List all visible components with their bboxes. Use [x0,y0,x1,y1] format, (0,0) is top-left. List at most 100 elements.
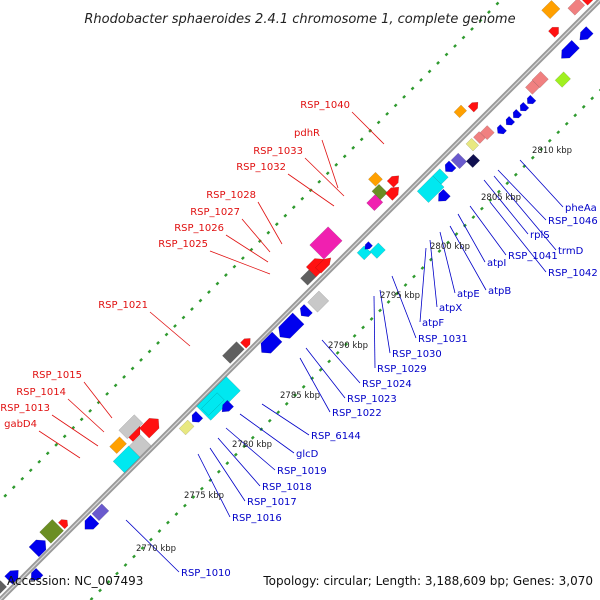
tick-mark [470,27,474,31]
label-leader-line [261,403,310,436]
tick-mark [225,461,230,466]
gene-blue-48 [512,108,523,119]
gene-label-RSP_1041[interactable]: RSP_1041 [508,251,558,262]
tick-mark [267,418,272,423]
label-leader-line [67,398,105,433]
label-leader-line [287,173,335,207]
gene-label-trmD[interactable]: trmD [558,246,584,257]
gene-label-atpF[interactable]: atpF [422,318,444,329]
gene-label-RSP_1030[interactable]: RSP_1030 [392,349,442,360]
gene-red-11 [138,418,160,439]
tick-mark [166,520,170,525]
gene-label-RSP_1046[interactable]: RSP_1046 [548,216,598,227]
tick-mark [249,247,254,252]
gene-red-20 [240,338,251,349]
tick-mark [590,96,595,101]
gene-label-RSP_1017[interactable]: RSP_1017 [247,497,297,508]
gene-label-gabD4[interactable]: gabD4 [4,419,37,430]
gene-label-RSP_1014[interactable]: RSP_1014 [16,387,66,398]
tick-mark [327,359,332,364]
tick-mark [139,358,143,362]
gene-blue-3 [28,539,47,558]
gene-label-glcD[interactable]: glcD [296,449,319,460]
gene-label-pheAa[interactable]: pheAa [565,203,597,214]
gene-label-atpI[interactable]: atpI [487,258,506,269]
tick-mark [181,315,186,320]
tick-mark [378,308,382,313]
gene-label-RSP_1029[interactable]: RSP_1029 [377,364,427,375]
gene-label-RSP_1042[interactable]: RSP_1042 [548,268,598,279]
tick-mark [266,230,271,235]
tick-mark [513,172,518,177]
tick-mark [352,333,357,338]
gene-label-pdhR[interactable]: pdhR [294,128,320,139]
gene-label-RSP_1018[interactable]: RSP_1018 [262,482,312,493]
tick-mark [140,546,145,550]
gene-label-atpX[interactable]: atpX [439,303,462,314]
gene-label-RSP_1033[interactable]: RSP_1033 [253,146,303,157]
tick-mark [11,485,16,490]
gene-label-RSP_1022[interactable]: RSP_1022 [332,408,382,419]
gene-salmon-45 [479,125,495,141]
gene-label-RSP_1040[interactable]: RSP_1040 [300,100,350,111]
tick-mark [539,147,544,152]
map-title: Rhodobacter sphaeroides 2.4.1 chromosome… [84,12,515,27]
gene-label-rplS[interactable]: rplS [530,230,550,241]
label-leader-line [225,427,276,471]
tick-mark [461,35,466,40]
gene-label-RSP_1019[interactable]: RSP_1019 [277,466,327,477]
label-leader-line [197,453,231,518]
gene-label-RSP_1028[interactable]: RSP_1028 [206,190,256,201]
gene-label-RSP_1023[interactable]: RSP_1023 [347,394,397,405]
gene-label-RSP_1026[interactable]: RSP_1026 [174,223,224,234]
tick-mark [284,401,289,406]
gene-label-RSP_1010[interactable]: RSP_1010 [181,568,231,579]
tick-mark [454,232,459,236]
gene-label-RSP_1024[interactable]: RSP_1024 [362,379,412,390]
label-leader-line [497,169,547,221]
tick-mark [436,61,440,65]
gene-cyan-8 [112,445,141,474]
tick-mark [420,266,425,270]
label-leader-line [217,437,261,487]
gene-label-RSP_1013[interactable]: RSP_1013 [0,403,50,414]
gene-blue-56 [561,39,580,59]
accession-text: Accession: NC_007493 [7,574,143,588]
tick-mark [478,18,483,23]
gene-label-RSP_1021[interactable]: RSP_1021 [98,300,148,311]
gene-red-61 [581,0,594,6]
tick-mark [149,537,153,542]
tick-mark [334,162,339,167]
tick-mark [199,486,204,491]
gene-label-RSP_1016[interactable]: RSP_1016 [232,513,282,524]
tick-mark [88,408,93,413]
tick-mark [3,493,8,498]
label-leader-line [209,447,246,502]
tick-mark [224,273,228,277]
tick-mark [207,290,211,294]
gene-label-RSP_6144[interactable]: RSP_6144 [311,431,361,442]
gene-salmon-51 [525,79,540,95]
tick-mark [20,476,25,481]
tick-mark [344,342,349,347]
tick-mark [98,588,102,593]
scale-label-2805: 2805 kbp [481,193,521,203]
tick-mark [410,86,415,91]
tick-mark [402,94,407,99]
tick-mark [547,138,552,143]
gene-label-atpB[interactable]: atpB [488,286,511,297]
gene-label-RSP_1031[interactable]: RSP_1031 [418,334,468,345]
gene-label-RSP_1032[interactable]: RSP_1032 [236,162,286,173]
gene-label-RSP_1027[interactable]: RSP_1027 [190,207,240,218]
gene-red-5 [57,519,69,530]
label-leaders [38,111,564,573]
gene-label-RSP_1015[interactable]: RSP_1015 [32,370,82,381]
gene-red-36 [386,175,400,188]
tick-mark [325,171,330,176]
gene-red-55 [467,101,479,113]
tick-mark [412,274,416,279]
gene-label-RSP_1025[interactable]: RSP_1025 [158,239,208,250]
tick-mark [530,155,535,160]
gene-label-atpE[interactable]: atpE [457,289,480,300]
label-leader-line [439,231,456,294]
